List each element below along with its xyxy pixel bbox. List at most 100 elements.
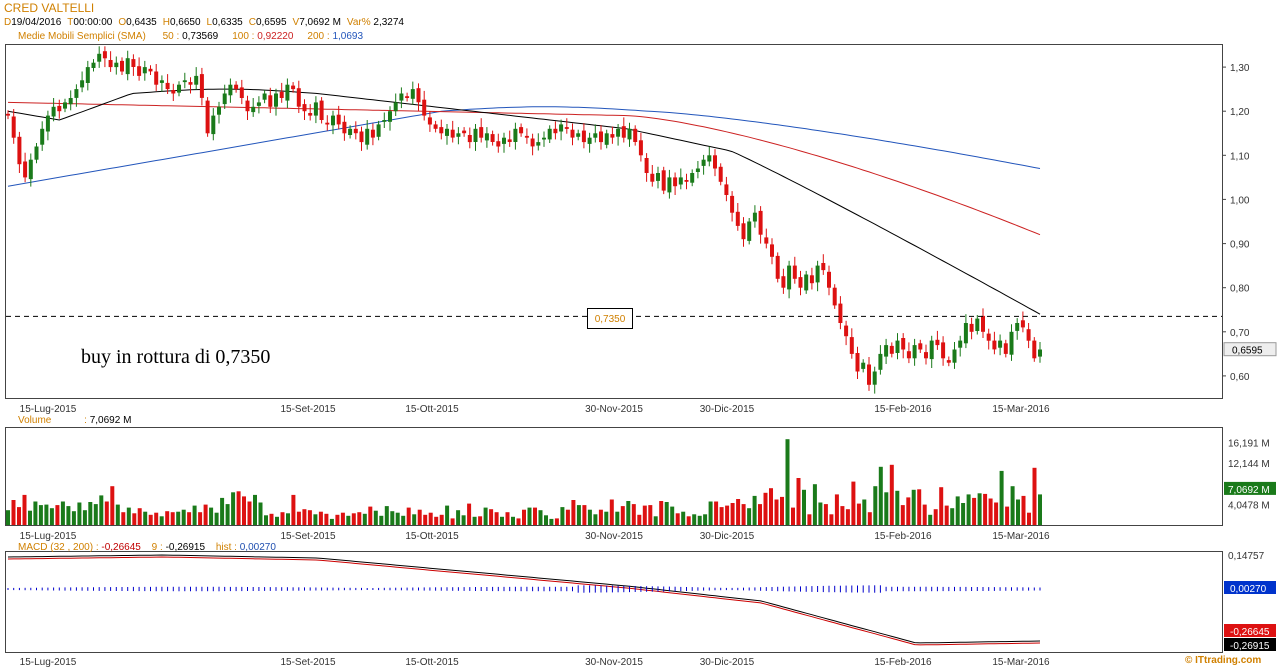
x-axis-label: 30-Nov-2015: [585, 404, 643, 415]
candle-body: [422, 99, 427, 116]
candle-body: [114, 62, 119, 68]
volume-bar: [620, 506, 625, 525]
candle-body: [935, 339, 940, 346]
volume-bar: [236, 491, 241, 525]
candle-body: [296, 88, 301, 107]
candle-body: [108, 60, 113, 68]
candle-body: [353, 128, 358, 134]
price-candle: [496, 133, 501, 153]
candle-body: [901, 338, 906, 350]
macd-params: (32 , 200): [50, 542, 94, 553]
level-label-box: [587, 308, 633, 329]
volume-bar: [884, 492, 889, 525]
volume-last-label: 7,0692 M: [1228, 485, 1270, 496]
volume-bar: [60, 501, 65, 525]
x-axis-label: 15-Set-2015: [280, 404, 335, 415]
price-candle: [182, 72, 187, 89]
volume-bar: [412, 514, 417, 525]
x-axis-label: 15-Set-2015: [280, 531, 335, 542]
volume-bar: [834, 494, 839, 525]
volume-bar: [900, 505, 905, 525]
candle-body: [268, 95, 273, 107]
volume-bar: [604, 511, 609, 525]
candle-body: [542, 137, 546, 140]
volume-bar: [725, 505, 730, 525]
volume-bar: [467, 503, 472, 525]
price-candle: [878, 345, 883, 375]
price-candle: [234, 81, 239, 93]
volume-bar: [423, 514, 428, 525]
volume-bar: [11, 500, 16, 525]
price-candle: [770, 238, 774, 265]
price-candle: [701, 154, 706, 175]
volume-bar: [329, 518, 334, 525]
candle-body: [63, 102, 67, 109]
price-candle: [376, 120, 381, 141]
volume-bar: [428, 512, 433, 525]
volume-bar: [71, 511, 76, 525]
price-candle: [998, 334, 1003, 356]
candle-body: [467, 135, 472, 143]
candle-body: [564, 127, 569, 129]
candle-body: [427, 117, 432, 125]
price-candle: [787, 260, 792, 299]
price-candle: [274, 88, 278, 116]
x-axis-label: 15-Set-2015: [280, 657, 335, 667]
price-candle: [798, 270, 803, 296]
price-candle: [268, 87, 273, 113]
price-candle: [513, 122, 518, 150]
candle-body: [256, 102, 261, 106]
candle-body: [17, 136, 22, 165]
volume-bar: [697, 515, 702, 525]
price-candle: [587, 132, 592, 153]
macd-caption: MACD (32 , 200) : -0,26645 9 : -0,26915 …: [18, 542, 276, 553]
volume-bar: [176, 511, 181, 525]
candle-body: [912, 345, 917, 359]
x-axis-label: 30-Nov-2015: [585, 657, 643, 667]
candle-body: [981, 315, 985, 332]
macd-label: MACD: [18, 542, 48, 553]
volume-bar: [972, 497, 977, 525]
volume-bar: [137, 508, 142, 525]
price-candle: [707, 146, 712, 167]
volume-bar: [104, 501, 109, 525]
candle-body: [758, 210, 763, 235]
candle-body: [559, 124, 564, 132]
volume-bar: [264, 515, 268, 525]
x-axis-label: 15-Ott-2015: [405, 657, 459, 667]
candle-body: [798, 277, 803, 288]
price-candle: [627, 122, 632, 147]
price-candle: [661, 166, 666, 195]
sma-period: 50 :: [162, 31, 183, 42]
candle-body: [484, 133, 489, 141]
sma-row: Medie Mobili Semplici (SMA) 50 : 0,73569…: [18, 31, 363, 42]
volume-bar: [66, 506, 71, 525]
price-candle: [137, 57, 142, 81]
price-candle: [673, 172, 678, 195]
price-candle: [889, 342, 894, 358]
price-candle: [422, 90, 427, 121]
price-candle: [935, 330, 940, 350]
price-candle: [553, 121, 558, 140]
volume-bar: [763, 492, 768, 525]
sma-label: Medie Mobili Semplici (SMA): [18, 31, 146, 42]
volume-bar: [99, 495, 104, 525]
macd-top-label: 0,14757: [1228, 551, 1265, 562]
candle-body: [547, 128, 552, 140]
price-candle: [867, 357, 871, 391]
price-candle: [804, 270, 809, 294]
last-price-box: [1223, 342, 1277, 357]
volume-bar: [209, 507, 214, 525]
volume-bar: [313, 514, 318, 525]
candle-body: [159, 80, 164, 83]
price-candle: [644, 153, 649, 182]
price-candle: [154, 64, 159, 91]
candle-body: [895, 340, 900, 353]
price-candle: [924, 344, 928, 365]
ohlc-key: V: [292, 17, 300, 28]
price-candle: [148, 65, 153, 75]
price-candle: [6, 110, 10, 120]
ohlc-value: 0,6650: [169, 17, 201, 28]
candle-body: [638, 140, 643, 156]
price-candle: [656, 166, 660, 189]
